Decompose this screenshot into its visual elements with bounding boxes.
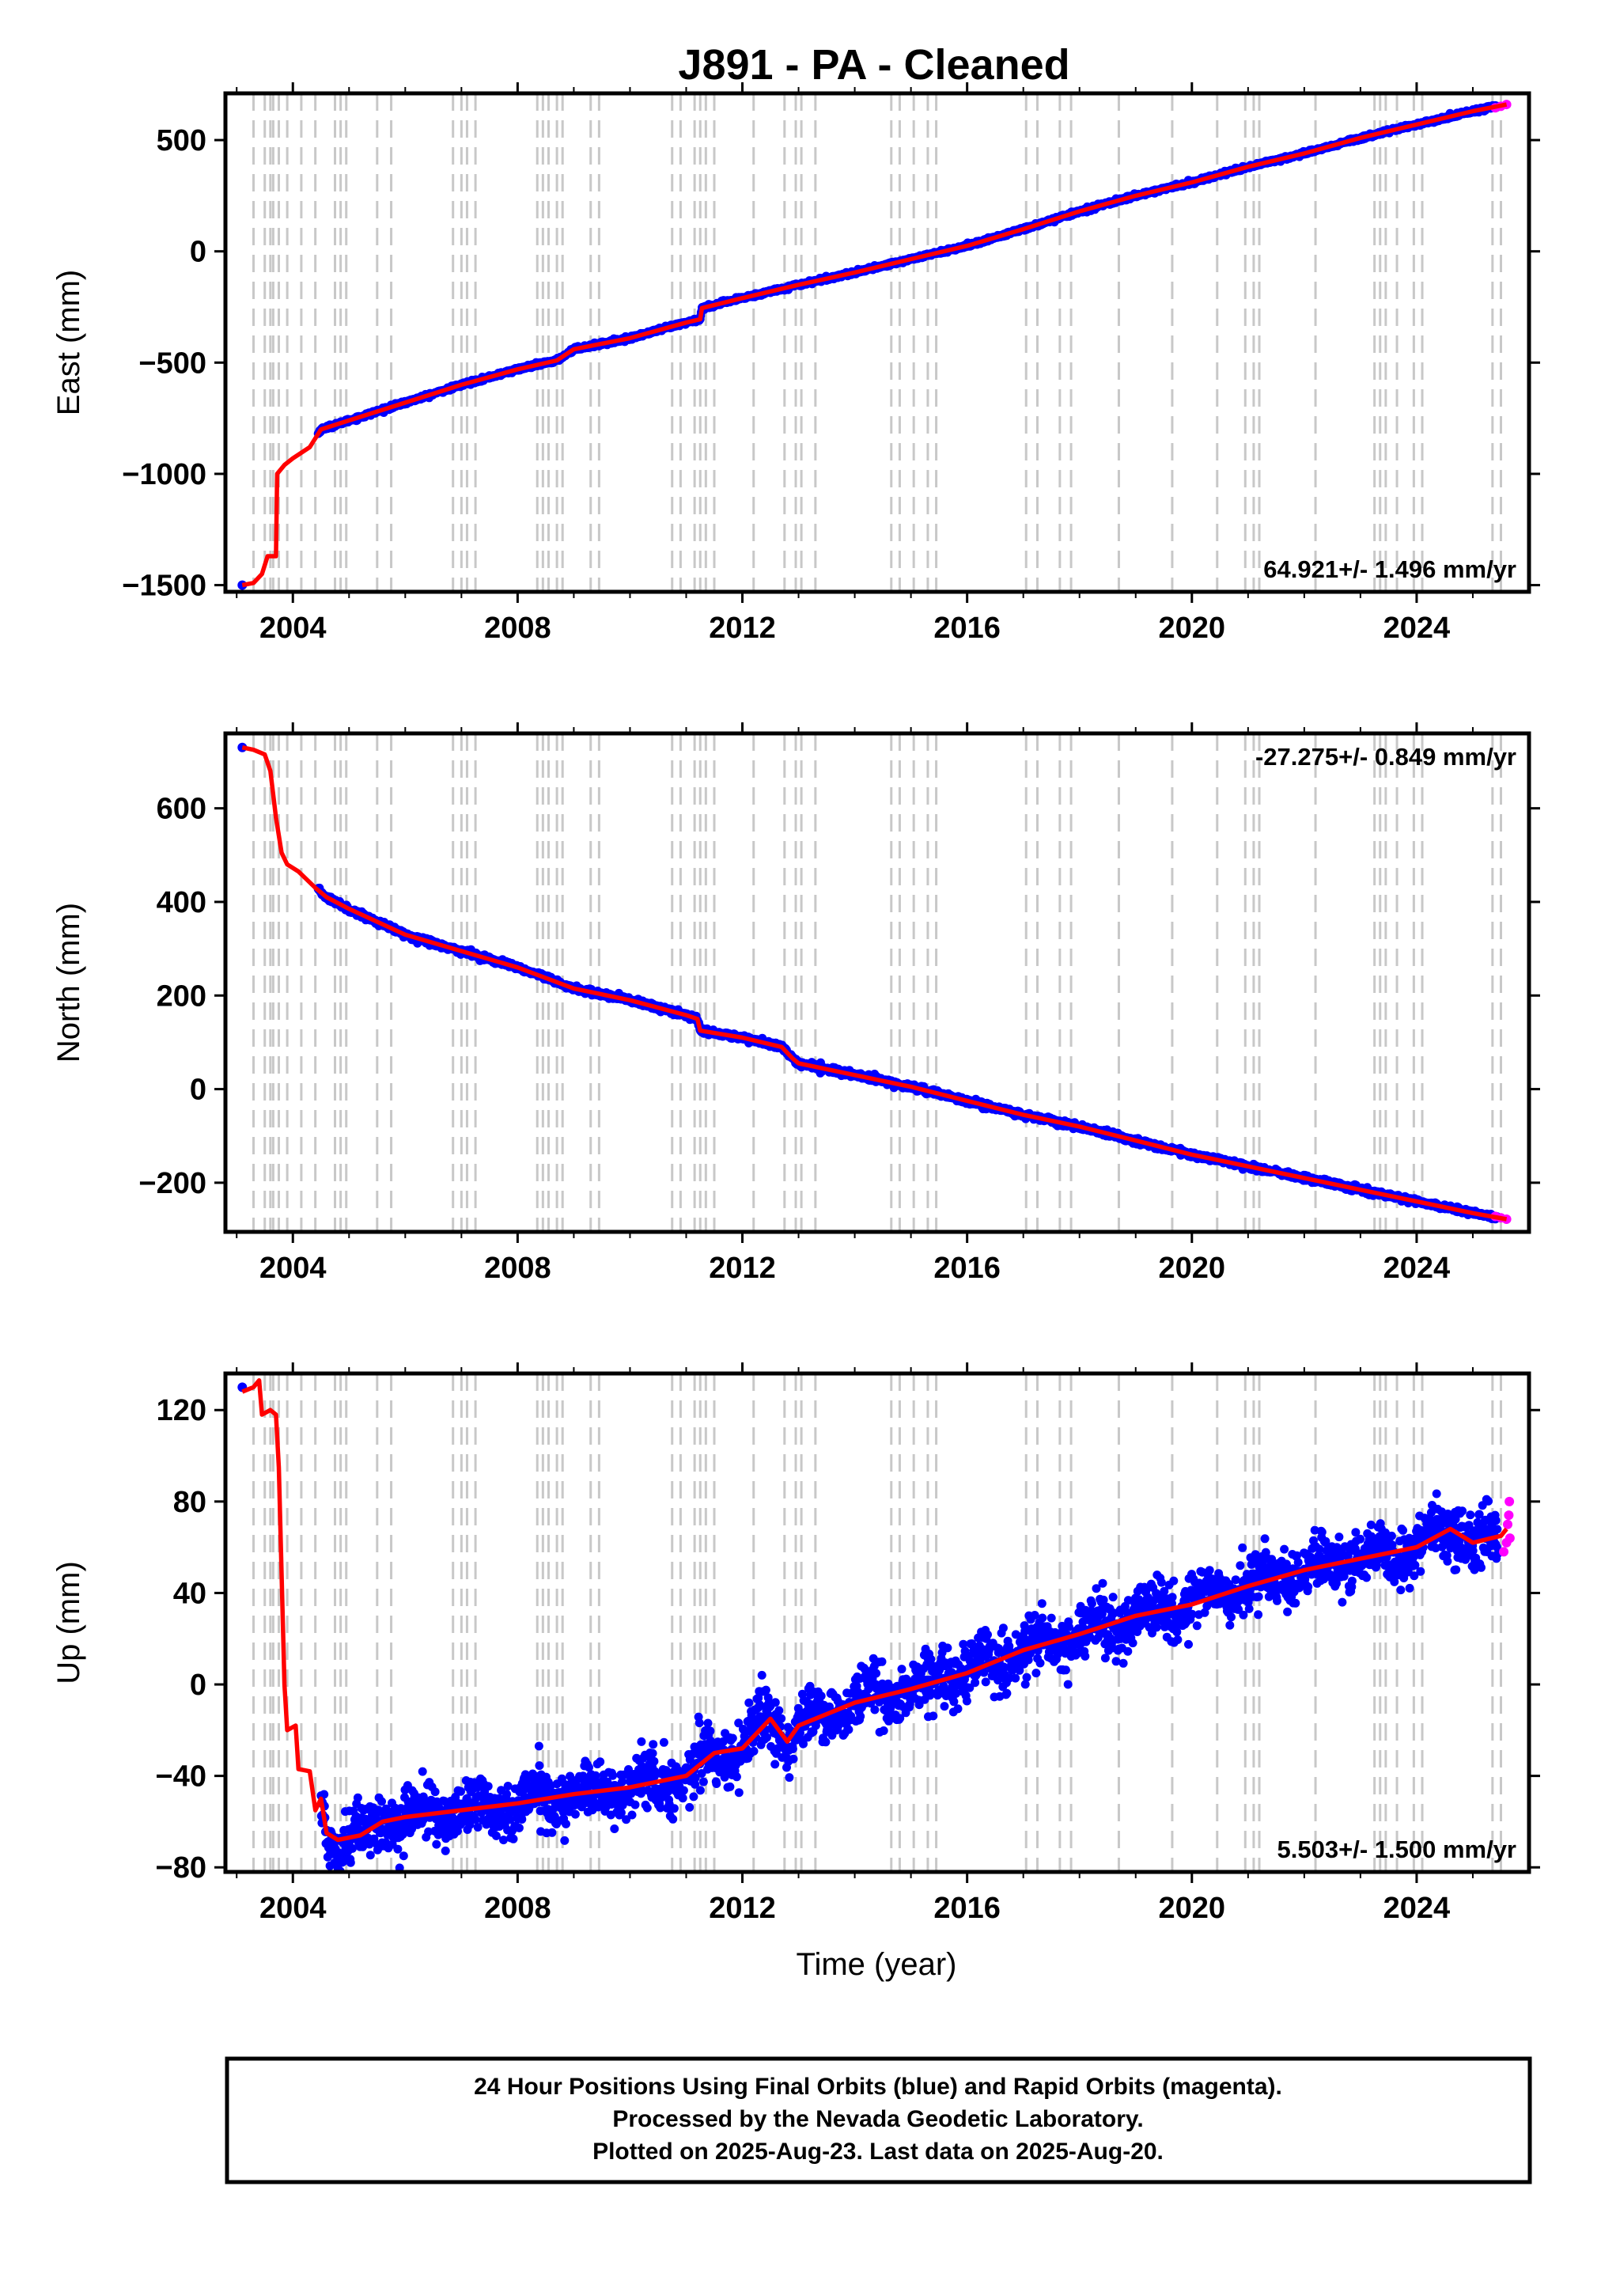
x-tick-label: 2024 bbox=[1383, 612, 1451, 645]
y-tick-label: −1000 bbox=[122, 458, 206, 491]
y-tick-label: 500 bbox=[157, 124, 206, 157]
figure-title: J891 - PA - Cleaned bbox=[678, 41, 1069, 89]
north-panel: 2004 2008 2012 2016 2020 20246004002000−200No… bbox=[51, 722, 1540, 1285]
east-rate-label: 64.921+/- 1.496 mm/yr bbox=[1263, 555, 1516, 583]
east-plot-area bbox=[225, 93, 1529, 592]
x-tick-label: 2008 bbox=[484, 612, 551, 645]
y-tick-label: −500 bbox=[138, 347, 206, 380]
y-tick-label: −1500 bbox=[122, 570, 206, 603]
east-model-line bbox=[241, 102, 1508, 588]
east-panel: 2004 2008 2012 2016 2020 2024 500 0 −500 −1000 −15… bbox=[51, 82, 1540, 645]
east-frame bbox=[223, 91, 1531, 594]
x-tick-label: 2012 bbox=[709, 612, 776, 645]
x-tick-label: 2004 bbox=[259, 612, 327, 645]
north-plot-area bbox=[225, 733, 1529, 1232]
x-tick-label: 2020 bbox=[1159, 612, 1226, 645]
y-tick-label: 0 bbox=[190, 236, 206, 269]
east-y-axis-label: East (mm) bbox=[51, 270, 86, 415]
x-tick-label: 2016 bbox=[933, 612, 1001, 645]
